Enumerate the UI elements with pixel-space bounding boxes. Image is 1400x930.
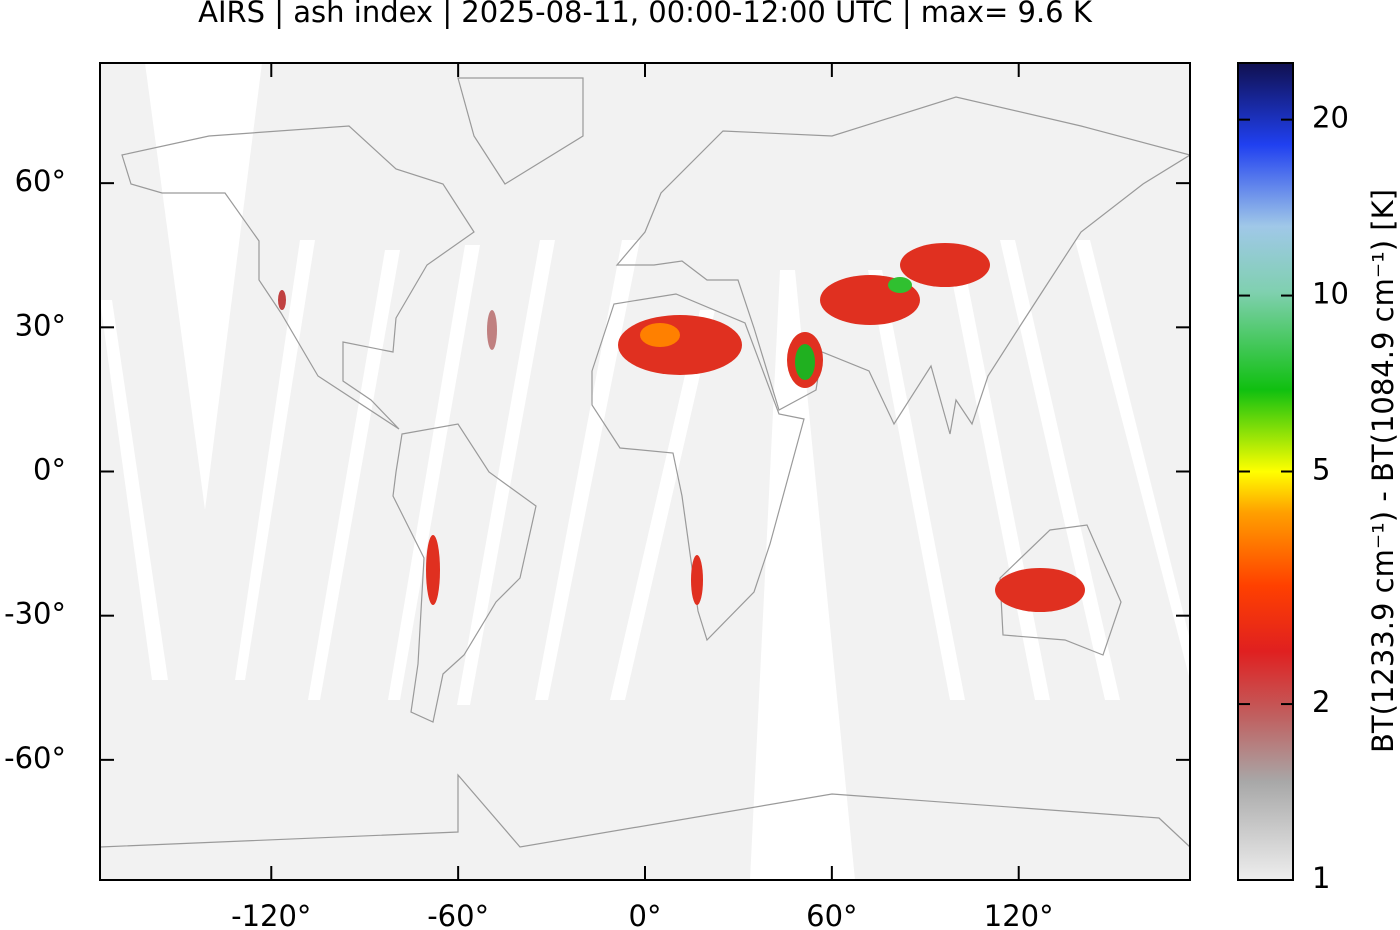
x-tick-label: -60° [427,899,489,930]
y-tick-label: 30° [15,308,66,342]
y-tick-label: 0° [33,453,66,487]
colorbar-tick-label: 5 [1312,453,1330,487]
colorbar-tick-label: 1 [1312,861,1330,895]
ash-signal [278,243,1085,612]
chart-title: AIRS | ash index | 2025-08-11, 00:00-12:… [198,0,1093,29]
y-tick-label: 60° [15,164,66,198]
coastlines [100,77,1190,848]
colorbar-label: BT(1233.9 cm⁻¹) - BT(1084.9 cm⁻¹) [K] [1366,189,1400,753]
colorbar-tick-label: 2 [1312,685,1330,719]
x-tick-label: 60° [806,899,857,930]
y-tick-label: -60° [4,741,66,775]
colorbar-tick-label: 10 [1312,277,1349,311]
x-tick-label: 0° [629,899,662,930]
x-tick-label: -120° [231,899,311,930]
map-background [100,63,1190,880]
map [100,63,1190,880]
colorbar-tick-label: 20 [1312,101,1349,135]
x-tick-label: 120° [984,899,1054,930]
y-tick-label: -30° [4,597,66,631]
